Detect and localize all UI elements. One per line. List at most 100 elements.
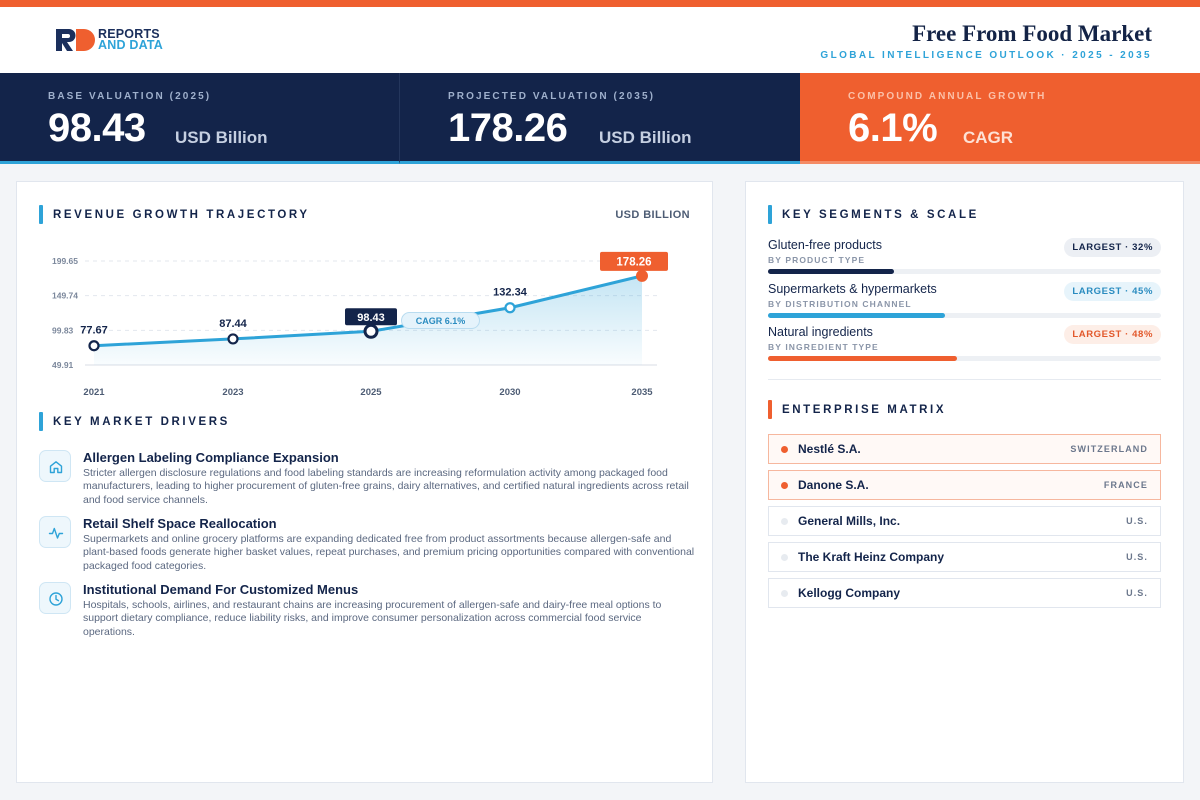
section-divider [768,379,1161,380]
kpi-value: 6.1% [848,106,938,150]
segment-name: Natural ingredients [768,325,873,339]
enterprise-section-title: ENTERPRISE MATRIX [782,404,947,416]
kpi-base-valuation: BASE VALUATION (2025) 98.43 USD Billion [0,73,400,164]
section-accent-bar [768,205,772,224]
driver-title: Allergen Labeling Compliance Expansion [83,450,339,465]
company-name: Kellogg Company [798,586,901,600]
segment-category: BY PRODUCT TYPE [768,255,866,265]
value-label: 77.67 [80,325,108,337]
data-point[interactable] [88,340,100,352]
segment-bar-fill [768,269,894,274]
x-tick-label: 2021 [83,387,105,398]
home-icon [39,450,71,482]
data-point[interactable] [363,323,379,339]
data-point[interactable] [227,333,239,345]
section-accent-bar [39,205,43,224]
kpi-value: 98.43 [48,106,146,150]
segment-bar-track [768,313,1161,318]
page-subtitle: GLOBAL INTELLIGENCE OUTLOOK · 2025 - 203… [820,50,1152,61]
x-tick-label: 2023 [222,387,243,398]
value-label: 132.34 [493,287,528,299]
enterprise-row[interactable]: General Mills, Inc. U.S. [768,506,1161,536]
highlight-dot [781,446,788,453]
enterprise-row[interactable]: Kellogg Company U.S. [768,578,1161,608]
activity-icon [39,516,71,548]
kpi-cagr: COMPOUND ANNUAL GROWTH 6.1% CAGR [800,73,1200,164]
kpi-unit: CAGR [963,128,1014,147]
highlight-dot [781,482,788,489]
segment-bar-fill [768,313,945,318]
segment-bar-track [768,269,1161,274]
kpi-value: 178.26 [448,106,568,150]
value-label-badge [600,251,668,271]
brand-mark-icon [55,28,99,52]
kpi-projected-valuation: PROJECTED VALUATION (2035) 178.26 USD Bi… [400,73,800,164]
segment-category: BY DISTRIBUTION CHANNEL [768,299,912,309]
top-accent-strip [0,0,1200,7]
left-panel: REVENUE GROWTH TRAJECTORY USD BILLION 19… [16,181,713,783]
status-dot [781,518,788,525]
brand-line-1: REPORTS [98,27,160,41]
y-tick-label: 149.74 [52,291,78,301]
value-label-badge [345,308,397,326]
kpi-unit: USD Billion [599,128,692,147]
driver-title: Institutional Demand For Customized Menu… [83,582,359,597]
segment-share-badge: LARGEST · 48% [1064,325,1161,344]
company-name: Danone S.A. [798,478,869,492]
segment-share-badge: LARGEST · 32% [1064,238,1161,257]
x-tick-label: 2035 [631,387,653,398]
company-country: U.S. [1126,588,1148,598]
segment-name: Gluten-free products [768,238,882,252]
segment-category: BY INGREDIENT TYPE [768,342,879,352]
data-point[interactable] [504,302,516,314]
driver-description: Supermarkets and online grocery platform… [83,533,695,572]
brand-logo[interactable]: REPORTS AND DATA [55,28,163,52]
enterprise-row[interactable]: Danone S.A. FRANCE [768,470,1161,500]
company-name: General Mills, Inc. [798,514,901,528]
value-label: 87.44 [219,318,247,330]
data-point[interactable] [636,269,648,282]
company-name: The Kraft Heinz Company [798,550,945,564]
chart-unit-label: USD BILLION [615,209,690,221]
brand-wordmark: REPORTS AND DATA [98,27,164,52]
section-accent-bar [39,412,43,431]
cagr-annotation-pill [401,312,480,330]
kpi-label: COMPOUND ANNUAL GROWTH [848,91,1047,102]
y-tick-label: 199.65 [52,256,78,266]
status-dot [781,554,788,561]
enterprise-row[interactable]: The Kraft Heinz Company U.S. [768,542,1161,572]
right-panel: KEY SEGMENTS & SCALE Gluten-free product… [745,181,1184,783]
driver-title: Retail Shelf Space Reallocation [83,516,277,531]
kpi-band: BASE VALUATION (2025) 98.43 USD Billion … [0,73,1200,164]
company-name: Nestlé S.A. [798,442,861,456]
kpi-label: BASE VALUATION (2025) [48,91,212,102]
y-tick-label: 99.83 [52,325,74,335]
value-label: 178.26 [616,256,651,268]
kpi-unit: USD Billion [175,128,268,147]
section-accent-bar [768,400,772,419]
kpi-label: PROJECTED VALUATION (2035) [448,91,656,102]
x-tick-label: 2025 [360,387,382,398]
page-title: Free From Food Market [912,21,1152,46]
cagr-annotation: CAGR 6.1% [416,316,466,326]
revenue-chart: 199.65 149.74 99.83 49.91 CAGR 6.1% 77.67 87… [52,251,668,398]
company-country: U.S. [1126,516,1148,526]
company-country: FRANCE [1103,480,1148,490]
y-tick-label: 49.91 [52,360,74,370]
enterprise-row[interactable]: Nestlé S.A. SWITZERLAND [768,434,1161,464]
chart-section-title: REVENUE GROWTH TRAJECTORY [53,209,310,221]
brand-line-2: AND DATA [98,38,164,52]
driver-description: Stricter allergen disclosure regulations… [83,467,689,506]
segment-bar-fill [768,356,957,361]
segments-section-title: KEY SEGMENTS & SCALE [782,209,979,221]
x-tick-label: 2030 [499,387,520,398]
company-country: U.S. [1126,552,1148,562]
header: REPORTS AND DATA Free From Food Market G… [0,7,1200,73]
status-dot [781,590,788,597]
clock-icon [39,582,71,614]
drivers-section-title: KEY MARKET DRIVERS [53,416,230,428]
segment-name: Supermarkets & hypermarkets [768,282,937,296]
value-label: 98.43 [357,312,385,324]
segment-bar-track [768,356,1161,361]
driver-description: Hospitals, schools, airlines, and restau… [83,599,662,638]
